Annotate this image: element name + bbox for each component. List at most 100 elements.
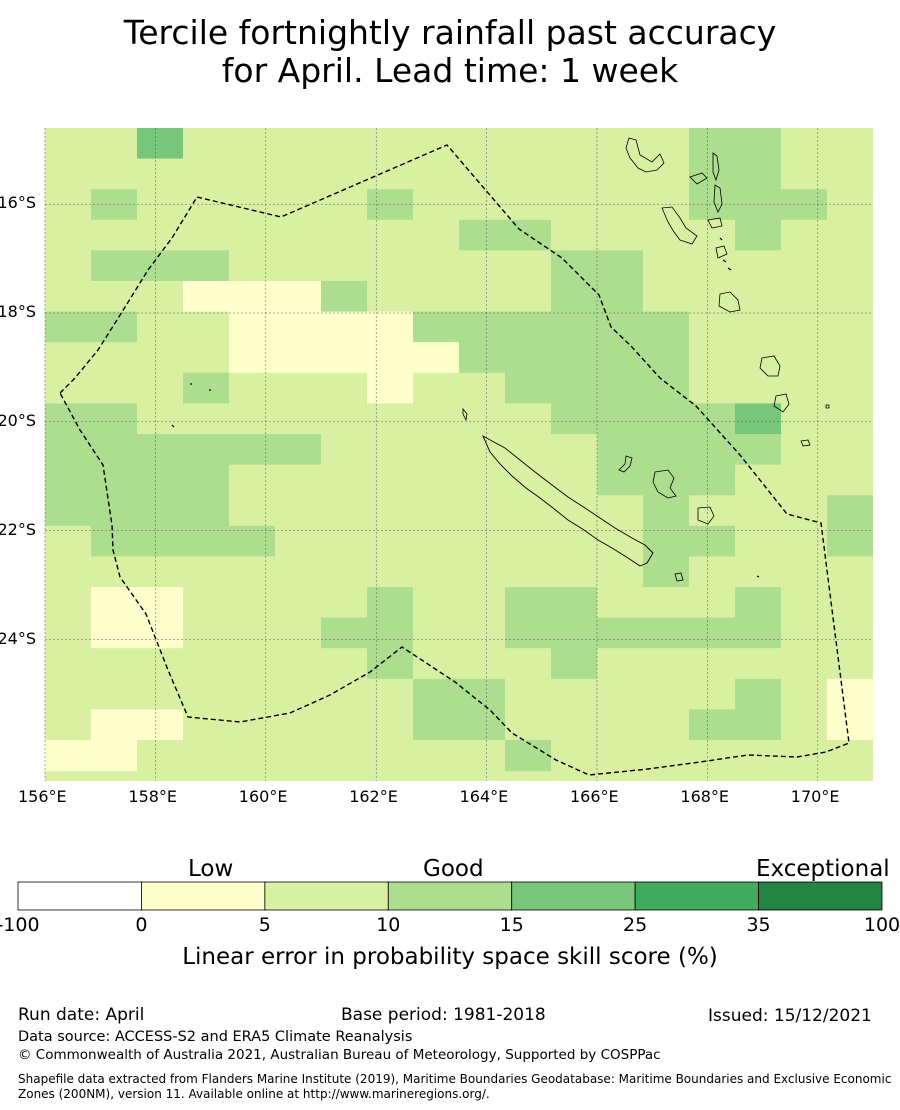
skill-cell: [827, 525, 873, 557]
skill-cell: [643, 281, 689, 313]
skill-cell: [689, 158, 735, 190]
skill-cell: [229, 556, 275, 588]
skill-cell: [827, 709, 873, 741]
skill-cell: [689, 587, 735, 619]
skill-cell: [91, 678, 137, 710]
skill-cell: [689, 128, 735, 160]
skill-cell: [827, 434, 873, 466]
skill-cell: [827, 372, 873, 404]
skill-cell: [459, 219, 505, 251]
skill-cell: [413, 464, 459, 496]
skill-cell: [275, 250, 321, 282]
skill-cell: [643, 587, 689, 619]
skill-cell: [413, 342, 459, 374]
skill-cell: [505, 250, 551, 282]
skill-cell: [781, 372, 827, 404]
skill-cell: [735, 372, 781, 404]
colorbar-category-low: Low: [188, 856, 234, 882]
skill-cell: [413, 434, 459, 466]
skill-cell: [91, 464, 137, 496]
skill-cell: [551, 709, 597, 741]
skill-cell: [459, 464, 505, 496]
skill-cell: [597, 250, 643, 282]
skill-cell: [367, 587, 413, 619]
skill-cell: [505, 372, 551, 404]
skill-cell: [229, 281, 275, 313]
skill-cell: [137, 311, 183, 343]
skill-cell: [413, 495, 459, 527]
skill-cell: [45, 648, 91, 680]
skill-cell: [367, 678, 413, 710]
skill-cell: [45, 434, 91, 466]
skill-cell: [91, 372, 137, 404]
skill-cell: [91, 617, 137, 649]
colorbar-segment: [141, 881, 266, 911]
skill-cell: [551, 617, 597, 649]
skill-cell: [137, 740, 183, 772]
skill-cell: [551, 219, 597, 251]
skill-cell: [459, 678, 505, 710]
skill-cell: [597, 740, 643, 772]
skill-cell: [735, 709, 781, 741]
skill-cell: [551, 342, 597, 374]
skill-cell: [413, 281, 459, 313]
skill-cell: [183, 158, 229, 190]
skill-cell: [45, 525, 91, 557]
skill-cell: [413, 740, 459, 772]
skill-cell: [735, 434, 781, 466]
erromango-island: [759, 355, 781, 377]
skill-cell: [413, 311, 459, 343]
skill-cell: [689, 525, 735, 557]
skill-cell: [781, 587, 827, 619]
skill-cell: [781, 219, 827, 251]
skill-cell: [45, 311, 91, 343]
skill-cell: [827, 740, 873, 772]
shapefile-credit: Shapefile data extracted from Flanders M…: [18, 1072, 892, 1101]
skill-cell: [827, 128, 873, 160]
skill-cell: [321, 281, 367, 313]
skill-cell: [137, 495, 183, 527]
skill-cell: [689, 709, 735, 741]
skill-cell: [781, 525, 827, 557]
skill-cell: [137, 587, 183, 619]
skill-cell: [91, 709, 137, 741]
skill-cell: [689, 740, 735, 772]
skill-cell: [367, 342, 413, 374]
skill-cell: [597, 403, 643, 435]
skill-cell: [735, 678, 781, 710]
skill-cell: [551, 495, 597, 527]
skill-cell: [137, 648, 183, 680]
longitude-tick-label: 156°E: [18, 787, 67, 806]
skill-cell: [229, 342, 275, 374]
skill-cell: [689, 648, 735, 680]
skill-cell: [321, 587, 367, 619]
copyright: © Commonwealth of Australia 2021, Austra…: [18, 1047, 661, 1063]
landmasses: [171, 137, 830, 582]
skill-cell: [413, 128, 459, 160]
skill-cell: [321, 219, 367, 251]
skill-cell: [275, 464, 321, 496]
skill-cell: [321, 617, 367, 649]
skill-cell: [551, 281, 597, 313]
skill-cell: [505, 525, 551, 557]
skill-cells: [45, 128, 873, 781]
skill-cell: [229, 495, 275, 527]
skill-cell: [827, 495, 873, 527]
skill-cell: [367, 648, 413, 680]
skill-cell: [275, 525, 321, 557]
skill-cell: [229, 678, 275, 710]
skill-cell: [45, 709, 91, 741]
skill-cell: [275, 495, 321, 527]
skill-cell: [367, 403, 413, 435]
skill-cell: [91, 281, 137, 313]
maewo-island: [712, 152, 720, 182]
skill-cell: [643, 464, 689, 496]
skill-cell: [505, 158, 551, 190]
skill-cell: [827, 250, 873, 282]
skill-cell: [321, 464, 367, 496]
skill-cell: [183, 434, 229, 466]
skill-cell: [781, 464, 827, 496]
skill-cell: [827, 281, 873, 313]
skill-cell: [689, 311, 735, 343]
skill-cell: [91, 495, 137, 527]
